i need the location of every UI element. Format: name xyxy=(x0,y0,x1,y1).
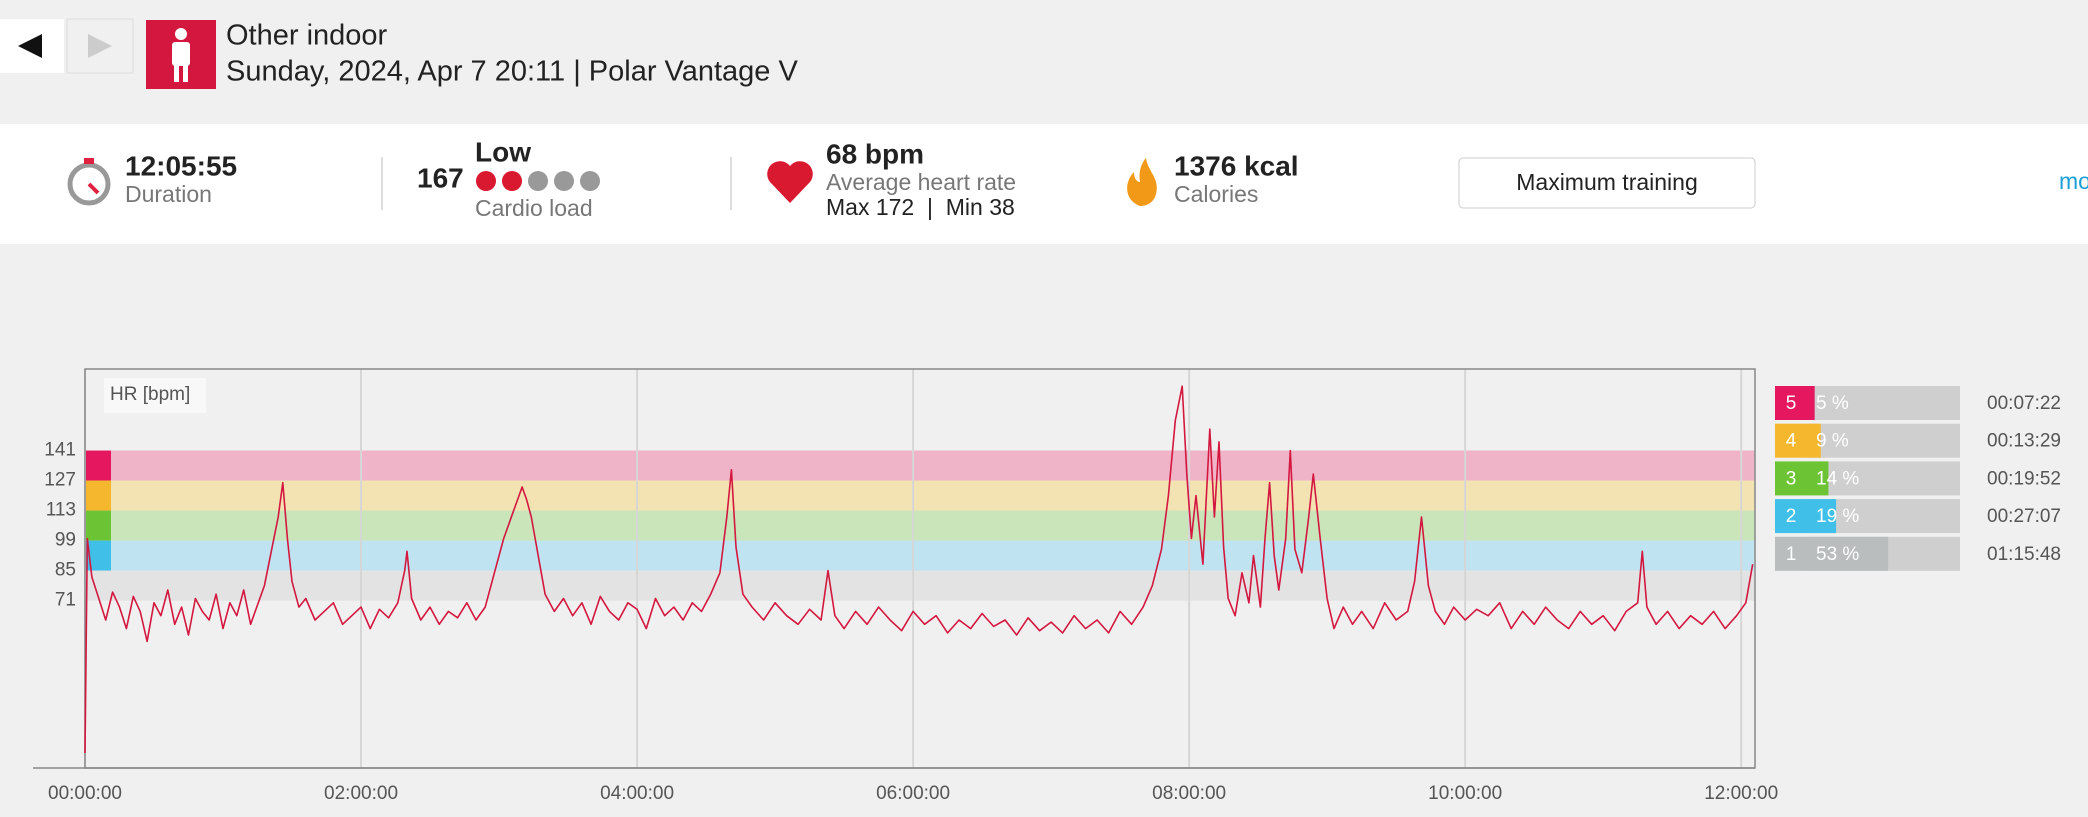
x-tick-label: 04:00:00 xyxy=(600,783,674,804)
x-tick-label: 08:00:00 xyxy=(1152,783,1226,804)
duration-value: 12:05:55 xyxy=(125,150,237,181)
x-tick-label: 00:00:00 xyxy=(48,783,122,804)
forward-arrow xyxy=(88,34,112,58)
zone-swatch xyxy=(85,480,111,511)
y-tick-label: 85 xyxy=(55,560,76,581)
zone-number-box xyxy=(1775,499,1807,534)
heart-icon xyxy=(767,161,813,203)
zone-band xyxy=(85,480,1755,511)
zone-track xyxy=(1807,423,1960,458)
zone-band xyxy=(85,510,1755,541)
stopwatch-icon xyxy=(67,158,111,206)
zone-number-box xyxy=(1775,423,1807,458)
zone-bar xyxy=(1807,536,1889,571)
y-label-box xyxy=(104,378,206,413)
hr-range: Max 172 | Min 38 xyxy=(826,194,1015,220)
zone-time: 01:15:48 xyxy=(1987,544,2061,565)
zone-number-box xyxy=(1775,461,1807,496)
cardio-value: 167 xyxy=(417,162,464,193)
sport-name: Other indoor xyxy=(226,20,388,52)
zone-bar xyxy=(1807,499,1837,534)
cardio-level: Low xyxy=(475,136,531,167)
calories-value: 1376 kcal xyxy=(1174,150,1299,181)
zone-track xyxy=(1807,461,1960,496)
zone-number: 3 xyxy=(1786,468,1797,489)
x-tick-label: 12:00:00 xyxy=(1704,783,1778,804)
cardio-label: Cardio load xyxy=(475,195,593,221)
hr-label: Average heart rate xyxy=(826,169,1016,195)
zone-bar xyxy=(1807,423,1821,458)
zone-time: 00:07:22 xyxy=(1987,393,2061,414)
hr-chart: 71 85 99 113 127 141 00:00:00 02:00:00 04:00:00 0… xyxy=(33,368,2061,804)
zone-number: 2 xyxy=(1786,506,1797,527)
flame-icon xyxy=(1127,158,1157,206)
session-info: Sunday, 2024, Apr 7 20:11 | Polar Vantag… xyxy=(226,56,798,88)
y-tick-label: 113 xyxy=(46,500,76,521)
cardio-dots xyxy=(476,171,600,191)
zone-number: 4 xyxy=(1786,431,1797,452)
back-arrow xyxy=(18,34,42,58)
zone-percent: 14 % xyxy=(1816,468,1859,489)
training-button[interactable] xyxy=(1458,157,1756,209)
x-tick-label: 02:00:00 xyxy=(324,783,398,804)
x-tick-label: 06:00:00 xyxy=(876,783,950,804)
y-axis-label: HR [bpm] xyxy=(110,384,190,405)
x-tick-label: 10:00:00 xyxy=(1428,783,1502,804)
zone-band xyxy=(85,570,1755,601)
zone-percent: 19 % xyxy=(1816,506,1859,527)
zone-swatch xyxy=(85,450,111,481)
zone-number: 1 xyxy=(1786,544,1797,565)
duration-label: Duration xyxy=(125,181,212,207)
calories-label: Calories xyxy=(1174,181,1258,207)
hr-value: 68 bpm xyxy=(826,138,924,169)
zone-time: 00:13:29 xyxy=(1987,431,2061,452)
y-tick-label: 127 xyxy=(44,470,76,491)
zone-band xyxy=(85,450,1755,481)
zone-percent: 5 % xyxy=(1816,393,1849,414)
zone-percent: 53 % xyxy=(1816,544,1859,565)
more-link[interactable]: mo xyxy=(2059,168,2088,194)
zone-time: 00:19:52 xyxy=(1987,468,2061,489)
person-icon xyxy=(172,28,190,82)
zone-swatch xyxy=(85,510,111,541)
hr-line xyxy=(84,385,1754,754)
y-tick-label: 141 xyxy=(44,440,76,461)
zone-percent: 9 % xyxy=(1816,431,1849,452)
zone-bar xyxy=(1807,461,1829,496)
top-bar xyxy=(0,0,2088,124)
zone-bar xyxy=(1807,386,1815,420)
y-tick-label: 99 xyxy=(55,530,76,551)
y-tick-label: 71 xyxy=(55,590,76,611)
zone-track xyxy=(1807,386,1960,420)
summary-bar xyxy=(0,124,2088,244)
zone-number-box xyxy=(1775,536,1807,571)
training-button-text[interactable]: Maximum training xyxy=(1516,169,1698,195)
zone-number: 5 xyxy=(1786,393,1797,414)
zone-number-box xyxy=(1775,386,1807,420)
zone-band xyxy=(85,540,1755,571)
zone-time: 00:27:07 xyxy=(1987,506,2061,527)
